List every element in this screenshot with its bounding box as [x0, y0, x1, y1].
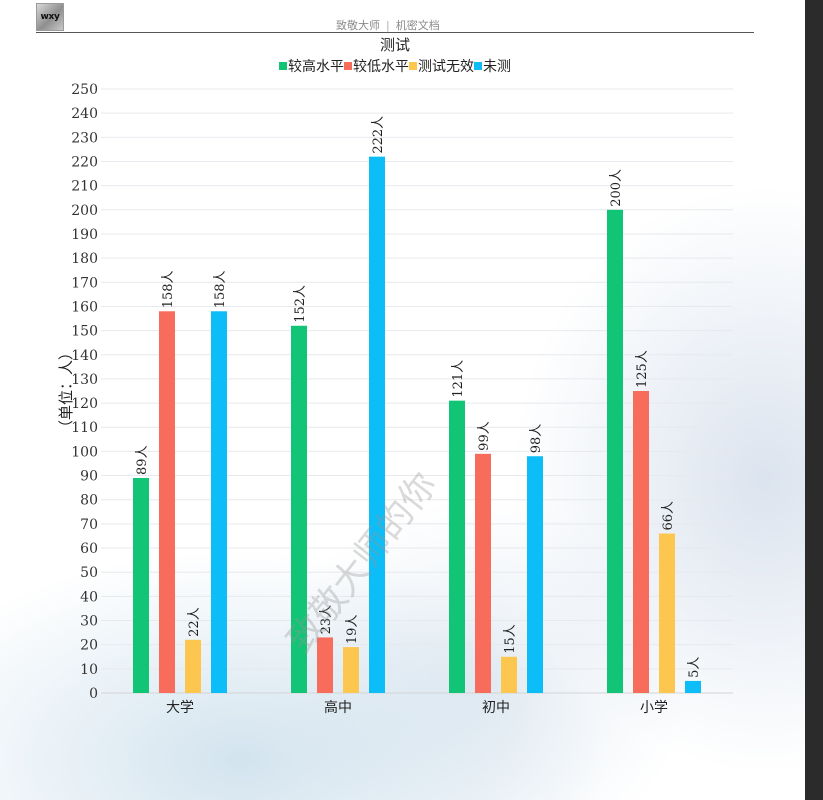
- bar: [659, 533, 675, 693]
- y-tick-label: 130: [71, 372, 98, 388]
- legend-item: 较低水平: [344, 56, 409, 76]
- bar: [633, 391, 649, 693]
- y-tick-label: 150: [71, 324, 98, 340]
- bar: [685, 680, 701, 693]
- logo: wxy: [36, 3, 64, 31]
- legend-item: 未测: [474, 56, 511, 76]
- bar: [343, 647, 359, 693]
- bar: [501, 656, 517, 693]
- y-tick-label: 20: [80, 638, 98, 654]
- y-tick-label: 180: [71, 251, 98, 267]
- y-tick-label: 90: [80, 469, 98, 485]
- legend-item: 较高水平: [279, 56, 344, 76]
- y-tick-label: 200: [71, 203, 98, 219]
- y-tick-label: 240: [71, 106, 98, 122]
- data-label: 222人: [371, 116, 386, 154]
- data-label: 158人: [161, 270, 176, 308]
- legend-item: 测试无效: [409, 56, 474, 76]
- bar: [369, 156, 385, 693]
- y-tick-label: 110: [71, 420, 98, 436]
- legend-label: 测试无效: [418, 59, 474, 75]
- bar: [133, 477, 149, 693]
- data-label: 89人: [135, 445, 150, 475]
- data-label: 99人: [477, 421, 492, 451]
- bar: [317, 637, 333, 693]
- x-tick-label: 高中: [324, 699, 352, 716]
- data-label: 5人: [687, 657, 702, 678]
- data-label: 158人: [213, 270, 228, 308]
- bar: [185, 639, 201, 693]
- header-right-text: 机密文档: [395, 19, 440, 32]
- data-label: 152人: [293, 285, 308, 323]
- bar: [449, 400, 465, 693]
- bar: [159, 311, 175, 693]
- legend-swatch: [279, 62, 287, 70]
- x-tick-label: 大学: [166, 700, 194, 716]
- data-label: 200人: [609, 169, 624, 207]
- bar: [607, 209, 623, 694]
- bar: [211, 311, 227, 693]
- header-text: 致敬大师 | 机密文档: [336, 17, 440, 33]
- legend-label: 未测: [483, 59, 511, 75]
- y-tick-label: 220: [71, 154, 98, 170]
- y-tick-label: 40: [80, 589, 98, 605]
- x-tick-label: 初中: [482, 699, 510, 716]
- legend-swatch: [474, 62, 482, 70]
- data-label: 98人: [529, 424, 544, 454]
- y-axis-label: （单位：人）: [57, 345, 75, 435]
- y-tick-label: 120: [71, 396, 98, 412]
- header-rule: [36, 32, 754, 33]
- data-label: 121人: [451, 360, 466, 398]
- scrollbar-strip[interactable]: [805, 0, 823, 800]
- legend-swatch: [344, 62, 352, 70]
- header-separator: |: [386, 19, 390, 32]
- bar: [291, 325, 307, 693]
- data-label: 15人: [503, 624, 518, 654]
- legend-label: 较低水平: [353, 59, 409, 75]
- data-label: 23人: [319, 605, 334, 635]
- y-tick-label: 170: [71, 275, 98, 291]
- data-label: 22人: [187, 607, 202, 637]
- y-tick-label: 140: [71, 348, 98, 364]
- x-tick-label: 小学: [640, 700, 668, 716]
- y-tick-label: 210: [71, 179, 98, 195]
- legend-label: 较高水平: [288, 59, 344, 75]
- y-tick-label: 160: [71, 299, 98, 315]
- bar-chart: 0 10 20 30 40 50 60 70 80 90 100 110 120 130 140 150 160…: [57, 82, 733, 716]
- y-tick-label: 60: [80, 541, 98, 557]
- logo-text: wxy: [40, 12, 60, 22]
- y-tick-label: 10: [80, 662, 98, 678]
- y-tick-label: 50: [80, 565, 98, 581]
- bar: [475, 453, 491, 693]
- y-tick-label: 0: [89, 686, 98, 702]
- data-label: 125人: [635, 350, 650, 388]
- y-tick-label: 70: [80, 517, 98, 533]
- y-tick-label: 230: [71, 130, 98, 146]
- y-tick-label: 80: [80, 493, 98, 509]
- chart-title: 测试: [379, 36, 410, 54]
- y-tick-label: 100: [71, 444, 98, 460]
- chart-legend: 较高水平 较低水平 测试无效 未测: [0, 56, 790, 76]
- data-label: 19人: [345, 615, 360, 645]
- bar: [527, 456, 543, 693]
- header-left-text: 致敬大师: [336, 19, 380, 32]
- y-tick-label: 30: [80, 614, 98, 630]
- legend-swatch: [409, 62, 417, 70]
- y-tick-label: 190: [71, 227, 98, 243]
- y-tick-label: 250: [71, 82, 98, 98]
- data-label: 66人: [661, 501, 676, 531]
